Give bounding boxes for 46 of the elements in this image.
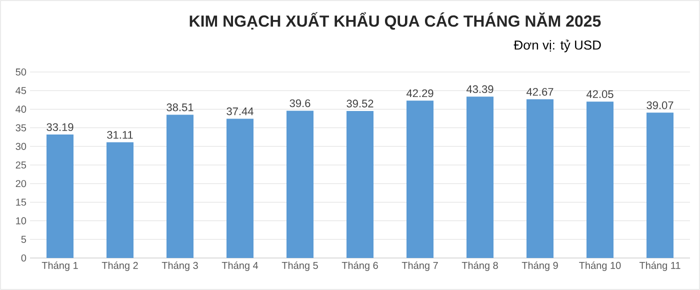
y-tick-label: 50: [16, 68, 26, 76]
data-label: 39.52: [346, 100, 374, 108]
x-tick-label: Tháng 4: [222, 262, 258, 271]
x-tick-label: Tháng 1: [42, 262, 78, 271]
data-label: 33.19: [46, 123, 74, 132]
bar: [586, 102, 614, 258]
y-tick-label: 0: [21, 254, 26, 262]
data-label: 42.67: [526, 88, 554, 96]
x-tick-label: Tháng 11: [639, 262, 680, 271]
x-tick-label: Tháng 6: [342, 262, 378, 271]
x-tick-label: Tháng 2: [102, 262, 138, 271]
bar: [406, 100, 434, 258]
data-label: 42.29: [406, 89, 434, 98]
bar: [466, 96, 494, 258]
x-tick-label: Tháng 7: [402, 262, 438, 271]
x-tick-label: Tháng 9: [522, 262, 558, 271]
chart-subtitle: Đơn vị: tỷ USD: [514, 40, 601, 52]
y-tick-label: 35: [16, 124, 26, 132]
bar: [226, 118, 254, 258]
data-label: 38.51: [166, 103, 194, 112]
bar: [526, 99, 554, 258]
bar: [646, 112, 674, 258]
bar: [286, 110, 314, 258]
y-tick-label: 30: [16, 142, 26, 150]
y-tick-label: 45: [16, 87, 26, 94]
data-label: 37.44: [226, 107, 254, 116]
bar: [46, 134, 74, 258]
chart-title: KIM NGẠCH XUẤT KHẨU QUA CÁC THÁNG NĂM 2025: [190, 12, 601, 30]
y-tick-label: 10: [16, 217, 26, 224]
y-tick-label: 40: [16, 106, 26, 113]
y-tick-label: 15: [16, 198, 26, 206]
data-label: 42.05: [586, 90, 614, 98]
data-label: 31.11: [107, 130, 133, 139]
y-tick-label: 20: [16, 180, 26, 188]
x-tick-label: Tháng 5: [282, 262, 318, 271]
data-label: 39.07: [646, 101, 674, 110]
x-tick-label: Tháng 10: [579, 262, 621, 271]
bar: [346, 110, 374, 258]
bar: [106, 142, 134, 258]
data-label: 43.39: [466, 85, 494, 94]
x-tick-label: Tháng 8: [462, 262, 498, 271]
bar: [166, 114, 194, 258]
y-tick-label: 5: [21, 236, 26, 243]
x-tick-label: Tháng 3: [162, 262, 198, 271]
data-label: 39.6: [290, 99, 310, 108]
y-tick-label: 25: [16, 161, 26, 169]
